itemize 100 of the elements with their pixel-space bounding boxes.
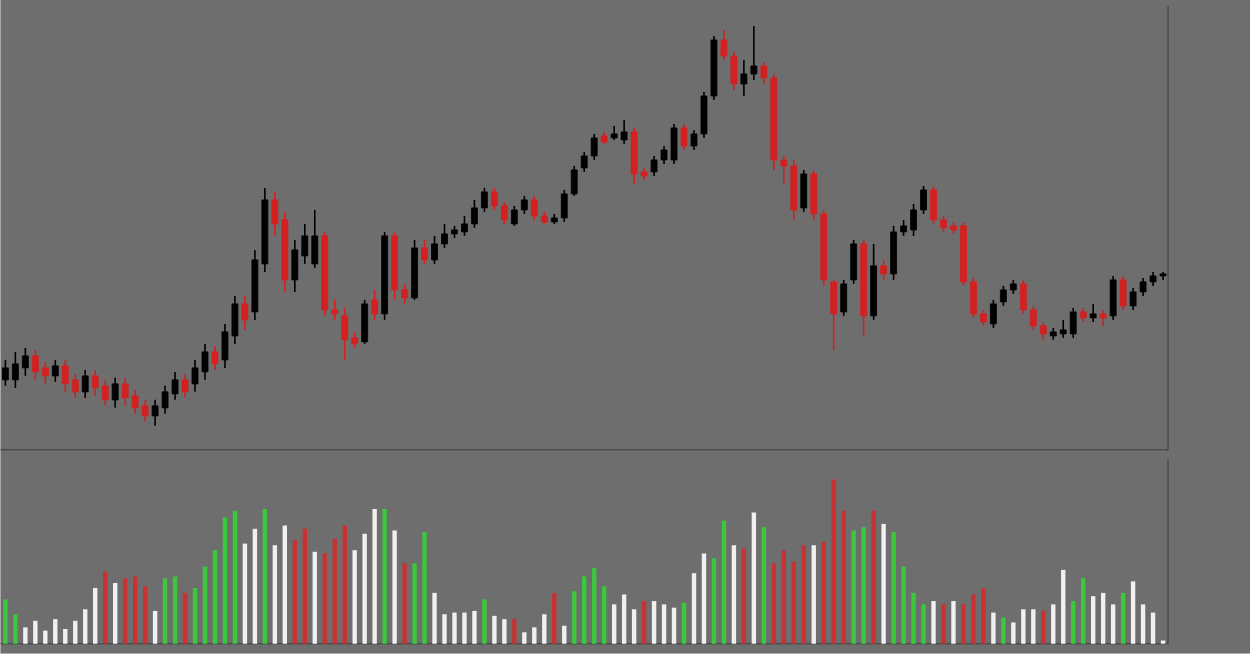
bar: [252, 528, 258, 644]
bar: [631, 609, 637, 644]
bar: [83, 609, 88, 644]
bar: [532, 627, 537, 644]
bar: [1140, 604, 1146, 644]
bar: [562, 625, 567, 644]
bar: [132, 576, 138, 644]
bar: [202, 566, 208, 644]
bar: [861, 527, 866, 644]
bar: [1011, 622, 1016, 644]
candlestick: [81, 369, 89, 399]
bar: [1001, 617, 1006, 644]
bar: [432, 592, 437, 644]
bar: [831, 479, 836, 644]
bar: [512, 619, 517, 644]
bar: [332, 538, 337, 644]
bar: [721, 520, 727, 644]
bar: [1110, 604, 1116, 644]
bar: [552, 592, 557, 644]
candlestick: [421, 239, 428, 265]
bar: [262, 509, 268, 644]
bar: [122, 578, 128, 644]
bar: [971, 594, 976, 644]
bar: [691, 573, 697, 644]
bar: [891, 532, 896, 644]
bar: [302, 528, 307, 644]
bar: [851, 530, 856, 644]
bar: [771, 563, 777, 644]
bar: [222, 517, 228, 644]
bar: [33, 620, 38, 644]
bar: [462, 612, 467, 644]
bar: [1021, 609, 1026, 644]
bar: [442, 614, 447, 644]
bar: [611, 604, 617, 644]
bar: [701, 553, 707, 644]
bar: [911, 592, 916, 644]
bar: [871, 510, 876, 644]
bar: [162, 578, 168, 644]
bar: [941, 604, 946, 644]
bar: [1061, 569, 1066, 644]
bar: [192, 588, 198, 644]
candlestick: [361, 299, 369, 345]
candlestick: [989, 299, 997, 329]
bar: [1090, 596, 1096, 644]
bar: [681, 602, 687, 644]
bar: [961, 604, 966, 644]
candlestick: [51, 359, 59, 383]
candlestick: [840, 279, 848, 317]
bar: [73, 620, 78, 644]
bar: [801, 545, 806, 644]
candlestick: [1119, 275, 1127, 311]
bar: [372, 509, 377, 644]
candlestick: [830, 279, 838, 351]
bar: [671, 607, 677, 644]
bar: [382, 509, 387, 644]
bar: [1031, 609, 1036, 644]
candlestick: [850, 239, 858, 285]
bar: [991, 612, 996, 644]
bar: [651, 601, 657, 644]
bar: [212, 550, 218, 644]
bar: [352, 550, 357, 644]
bar: [482, 599, 487, 644]
bar: [23, 627, 28, 644]
bar: [751, 512, 757, 644]
bar: [502, 619, 507, 644]
bar: [781, 550, 786, 644]
bar: [901, 566, 906, 644]
bar: [172, 576, 178, 644]
bar: [392, 530, 397, 644]
bar: [103, 571, 108, 644]
bar: [1071, 601, 1076, 644]
bar: [292, 540, 297, 644]
bar: [951, 601, 956, 644]
bar: [93, 588, 98, 644]
bar: [621, 594, 627, 644]
bar: [472, 611, 477, 644]
candlestick: [181, 373, 189, 399]
bar: [592, 568, 597, 644]
bar: [402, 563, 407, 644]
bar: [582, 576, 587, 644]
bar: [522, 632, 527, 644]
bar: [711, 558, 717, 644]
bar: [761, 527, 767, 644]
bar: [791, 561, 796, 644]
candlestick: [880, 259, 887, 281]
bar: [232, 510, 238, 644]
bar: [3, 599, 8, 644]
bar: [921, 604, 926, 644]
bar: [452, 612, 457, 644]
bar: [811, 545, 816, 644]
bar: [63, 629, 68, 644]
bar: [1041, 611, 1046, 644]
bar: [981, 588, 986, 644]
bar: [312, 551, 317, 644]
bar: [272, 545, 278, 644]
bar: [741, 548, 747, 644]
bar: [362, 533, 367, 644]
bar: [601, 586, 607, 644]
bar: [931, 601, 936, 644]
candlestick: [800, 169, 808, 213]
